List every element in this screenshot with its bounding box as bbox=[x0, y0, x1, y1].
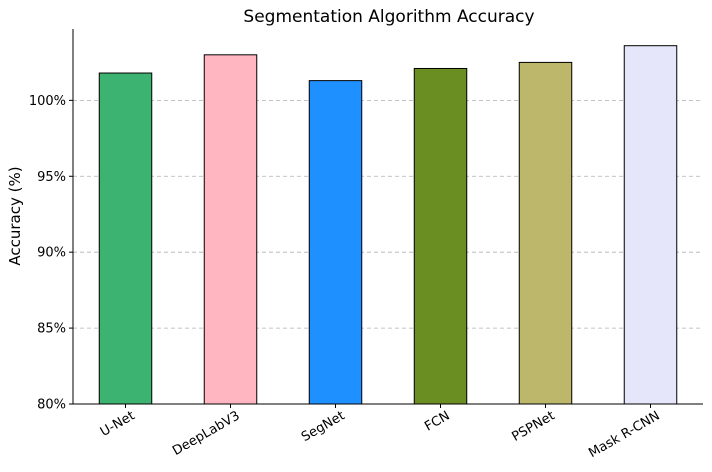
x-tick-label: SegNet bbox=[299, 408, 347, 445]
y-tick-label: 100% bbox=[29, 94, 66, 109]
x-ticks: U-Net DeepLabV3 SegNet FCN PSPNet Mask R-CNN bbox=[98, 404, 663, 461]
y-tick-label: 95% bbox=[37, 170, 66, 185]
chart-title: Segmentation Algorithm Accuracy bbox=[243, 7, 534, 27]
x-tick-label: PSPNet bbox=[509, 408, 557, 444]
bar-fcn bbox=[413, 67, 468, 405]
y-tick-label: 90% bbox=[37, 246, 66, 261]
grid-lines bbox=[73, 99, 703, 329]
x-tick-label: Mask R-CNN bbox=[586, 408, 662, 461]
x-tick-label: FCN bbox=[422, 408, 452, 434]
axes bbox=[72, 29, 703, 405]
x-tick-label: U-Net bbox=[98, 408, 138, 440]
x-tick-label: DeepLabV3 bbox=[170, 408, 242, 458]
y-axis-label: Accuracy (%) bbox=[6, 166, 24, 265]
bar-pspnet bbox=[518, 61, 573, 405]
bars bbox=[98, 45, 678, 405]
bar-u-net bbox=[98, 72, 153, 405]
bar-mask-r-cnn bbox=[623, 45, 678, 405]
y-tick-label: 80% bbox=[37, 398, 66, 413]
y-ticks: 80% 85% 90% 95% 100% bbox=[29, 94, 73, 413]
bar-segnet bbox=[308, 80, 363, 405]
bar-deeplabv3 bbox=[203, 54, 258, 405]
y-tick-label: 85% bbox=[37, 322, 66, 337]
